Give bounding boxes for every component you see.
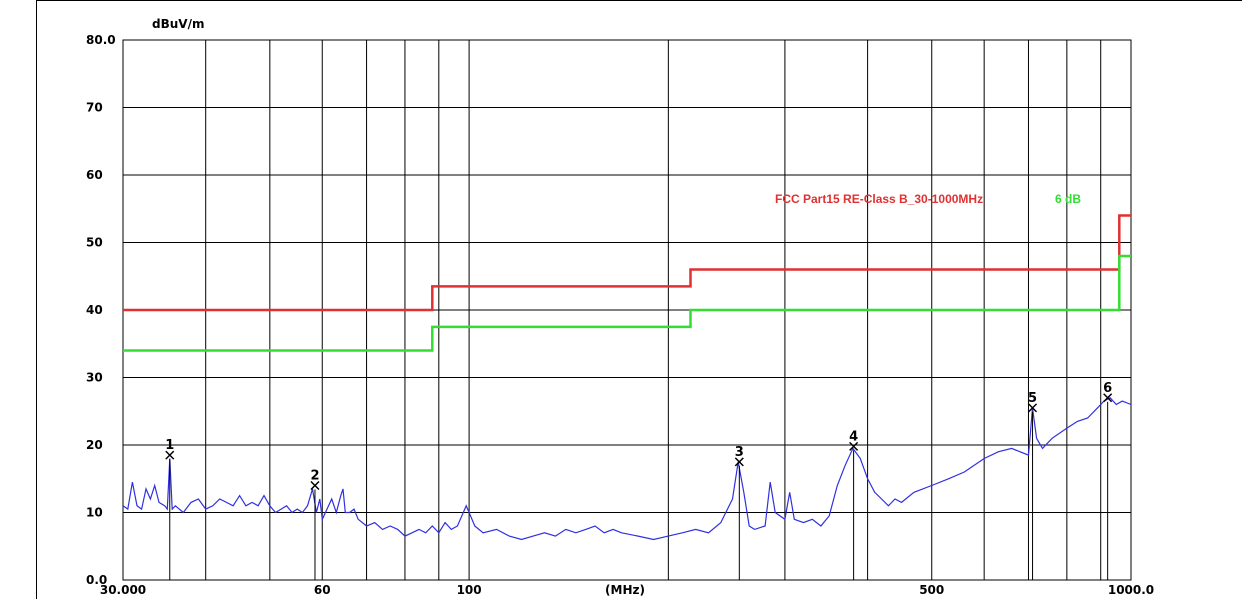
x-tick-label: 30.000 (100, 583, 146, 597)
marker-label: 3 (735, 445, 744, 460)
marker-x (165, 450, 175, 460)
chart-frame (36, 0, 1242, 599)
marker-x (310, 480, 320, 491)
margin-line (123, 254, 1131, 352)
marker-x (849, 441, 859, 451)
y-tick-label: 50 (86, 236, 103, 250)
x-tick-label: 500 (919, 583, 944, 597)
marker-label: 4 (849, 429, 858, 444)
y-tick-label: 70 (86, 101, 103, 115)
marker-x (1103, 393, 1113, 403)
x-axis-unit: (MHz) (605, 583, 645, 597)
x-tick-label: 1000.0 (1108, 583, 1154, 597)
margin-label: 6 dB (1055, 192, 1081, 206)
x-tick-label: 60 (314, 583, 331, 597)
marker-x (734, 457, 744, 467)
y-tick-label: 30 (86, 371, 103, 385)
y-tick-label: 40 (86, 303, 103, 317)
y-tick-label: 0.0 (86, 573, 107, 587)
limit-line (123, 214, 1131, 312)
y-tick-label: 60 (86, 168, 103, 182)
marker-label: 6 (1103, 381, 1112, 396)
y-axis-unit: dBuV/m (152, 17, 204, 31)
marker-x (1028, 403, 1038, 413)
measurement-trace (122, 397, 1132, 541)
x-tick-label: 100 (457, 583, 482, 597)
marker-label: 5 (1028, 391, 1037, 406)
y-tick-label: 80.0 (86, 33, 116, 47)
marker-label: 1 (165, 438, 174, 453)
y-tick-label: 10 (86, 506, 103, 520)
marker-label: 2 (310, 469, 319, 484)
limit-label: FCC Part15 RE-Class B_30-1000MHz (775, 192, 983, 206)
y-tick-label: 20 (86, 438, 103, 452)
